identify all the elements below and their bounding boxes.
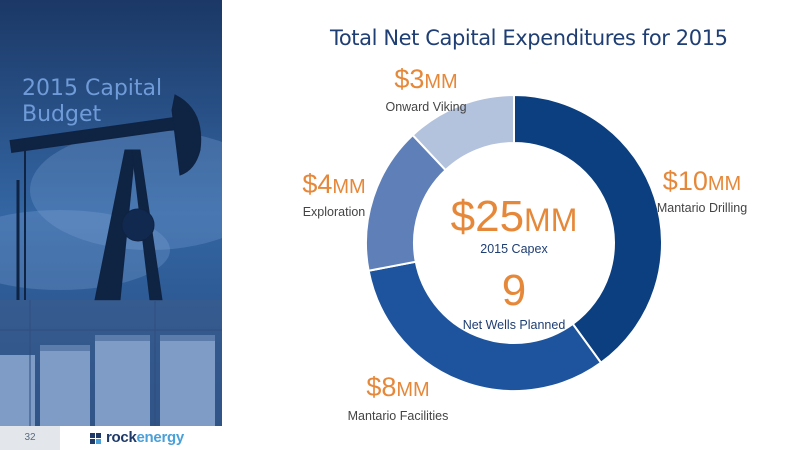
chart-title: Total Net Capital Expenditures for 2015 [330,26,728,50]
center-total-label: 2015 Capex [480,242,548,256]
center-wells-label: Net Wells Planned [463,318,566,332]
donut-slice-mantario-drilling [513,93,663,365]
slice-category-label: Mantario Facilities [348,409,449,423]
slice-value-label: $10MM [663,166,741,196]
slice-value-label: $8MM [366,372,429,402]
donut-slice-onward-viking [411,93,515,172]
company-logo: rockenergy [60,426,222,450]
pumpjack-photo [0,0,222,426]
slice-value-label: $4MM [302,169,365,199]
logo-mark-icon [90,433,101,444]
donut-chart: $10MM Mantario Drilling $8MM Mantario Facil… [302,64,747,423]
slice-value-label: $3MM [394,64,457,94]
center-wells-value: 9 [502,266,526,315]
logo-text: rockenergy [106,429,184,446]
slice-category-label: Onward Viking [385,100,466,114]
sidebar-photo-panel: 2015 Capital Budget [0,0,222,426]
center-total-value: $25MM [451,192,578,241]
slice-category-label: Exploration [303,205,366,219]
slice-category-label: Mantario Drilling [657,201,747,215]
page-number: 32 [0,426,60,450]
logo-text-light: energy [136,429,185,446]
donut-slice-mantario-facilities [367,260,603,392]
sidebar-title: 2015 Capital Budget [22,76,163,127]
logo-text-bold: rock [106,429,137,446]
